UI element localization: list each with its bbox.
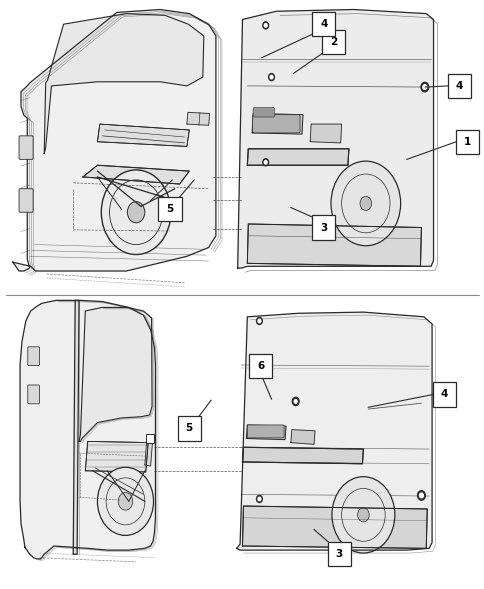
Polygon shape <box>83 166 189 184</box>
FancyBboxPatch shape <box>177 416 200 441</box>
FancyBboxPatch shape <box>146 434 154 443</box>
Polygon shape <box>252 114 302 134</box>
Text: 3: 3 <box>319 223 327 233</box>
Circle shape <box>292 398 299 406</box>
FancyBboxPatch shape <box>432 382 455 406</box>
Circle shape <box>257 319 260 323</box>
Circle shape <box>419 493 423 498</box>
FancyBboxPatch shape <box>312 216 334 240</box>
Circle shape <box>264 24 267 27</box>
Circle shape <box>264 161 267 164</box>
Text: 4: 4 <box>440 389 447 399</box>
Text: 4: 4 <box>454 81 462 91</box>
FancyBboxPatch shape <box>252 115 300 133</box>
FancyBboxPatch shape <box>455 130 478 154</box>
Circle shape <box>294 400 297 403</box>
FancyBboxPatch shape <box>247 425 284 438</box>
Text: 1: 1 <box>463 137 470 147</box>
Polygon shape <box>247 224 421 266</box>
Polygon shape <box>20 300 155 559</box>
Polygon shape <box>79 307 152 441</box>
Polygon shape <box>290 429 315 444</box>
Circle shape <box>127 201 145 223</box>
Polygon shape <box>97 124 189 147</box>
Circle shape <box>330 161 400 246</box>
FancyBboxPatch shape <box>249 354 272 378</box>
Text: 2: 2 <box>329 37 336 47</box>
Circle shape <box>101 170 170 254</box>
Circle shape <box>357 508 368 522</box>
Circle shape <box>331 477 394 553</box>
Text: 5: 5 <box>166 204 173 214</box>
Circle shape <box>262 159 268 166</box>
Polygon shape <box>242 506 426 548</box>
Circle shape <box>266 366 269 370</box>
Circle shape <box>256 317 262 325</box>
Circle shape <box>264 365 270 372</box>
Polygon shape <box>145 440 152 466</box>
Text: 6: 6 <box>257 361 264 371</box>
FancyBboxPatch shape <box>19 188 33 212</box>
Polygon shape <box>247 149 348 166</box>
Circle shape <box>256 495 262 502</box>
Circle shape <box>359 196 371 210</box>
FancyBboxPatch shape <box>28 347 39 366</box>
Circle shape <box>268 74 274 81</box>
Polygon shape <box>310 124 341 143</box>
Circle shape <box>422 85 426 90</box>
Circle shape <box>97 467 153 535</box>
Polygon shape <box>44 14 203 154</box>
Circle shape <box>118 492 133 510</box>
Polygon shape <box>246 425 286 439</box>
Circle shape <box>262 22 268 29</box>
FancyBboxPatch shape <box>19 136 33 160</box>
FancyBboxPatch shape <box>158 197 181 221</box>
FancyBboxPatch shape <box>28 385 39 404</box>
FancyBboxPatch shape <box>321 29 344 54</box>
Text: 4: 4 <box>319 19 327 29</box>
Polygon shape <box>242 447 363 464</box>
Polygon shape <box>13 9 215 271</box>
Polygon shape <box>236 312 431 550</box>
Circle shape <box>270 75 272 79</box>
Polygon shape <box>73 300 79 554</box>
Polygon shape <box>186 112 209 125</box>
Polygon shape <box>237 9 433 268</box>
FancyBboxPatch shape <box>327 542 350 567</box>
Circle shape <box>417 491 424 500</box>
Polygon shape <box>85 441 148 472</box>
Circle shape <box>257 497 260 501</box>
FancyBboxPatch shape <box>312 12 334 37</box>
FancyBboxPatch shape <box>447 74 470 98</box>
Text: 3: 3 <box>335 549 342 559</box>
Text: 5: 5 <box>185 423 193 434</box>
Circle shape <box>420 82 428 92</box>
FancyBboxPatch shape <box>253 108 274 117</box>
